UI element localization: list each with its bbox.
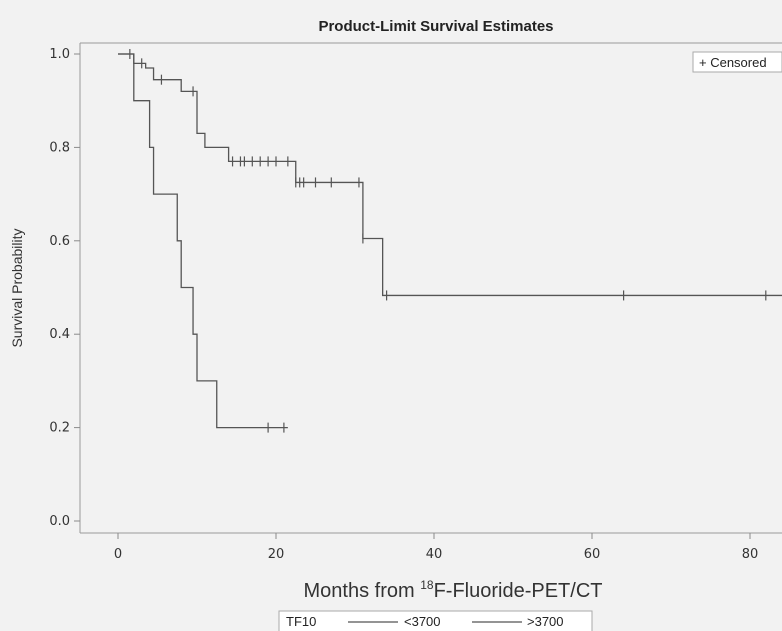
x-tick-label: 40 [426, 547, 443, 562]
x-tick-label: 0 [114, 547, 122, 562]
group-legend: TF10 <3700 >3700 [278, 610, 593, 631]
survival-curve [118, 53, 782, 297]
y-tick-label: 0.0 [49, 514, 70, 529]
y-tick-label: 1.0 [49, 47, 70, 62]
x-tick-label: 60 [584, 547, 601, 562]
y-tick-label: 0.4 [49, 327, 70, 342]
series-lt3700 [118, 53, 288, 433]
series-layer [118, 49, 782, 433]
x-axis-label-prefix: Months from [304, 580, 421, 602]
y-axis: 0.0 0.2 0.4 0.6 0.8 1.0 [49, 47, 80, 529]
x-axis-label-suffix: F-Fluoride-PET/CT [434, 580, 603, 602]
y-tick-label: 0.6 [49, 234, 70, 249]
censored-legend-box [692, 51, 782, 73]
y-tick-label: 0.8 [49, 140, 70, 155]
legend-label-lt3700: <3700 [404, 614, 441, 629]
group-legend-title: TF10 [286, 614, 316, 629]
x-axis: 0 20 40 60 80 [114, 533, 758, 562]
group-legend-box [278, 610, 593, 631]
chart-title: Product-Limit Survival Estimates [318, 18, 553, 35]
x-tick-label: 80 [742, 547, 759, 562]
y-tick-label: 0.2 [49, 421, 70, 436]
plot-frame [79, 42, 782, 534]
censored-legend-text: + Censored [699, 55, 767, 70]
legend-label-gt3700: >3700 [527, 614, 564, 629]
censored-legend: + Censored [692, 51, 782, 73]
x-axis-label: Months from 18F-Fluoride-PET/CT [304, 578, 603, 602]
y-axis-label: Survival Probability [9, 228, 25, 347]
x-axis-label-superscript: 18 [420, 578, 434, 592]
x-tick-label: 20 [268, 547, 285, 562]
series-gt3700 [118, 49, 782, 301]
survival-curve [118, 53, 288, 429]
